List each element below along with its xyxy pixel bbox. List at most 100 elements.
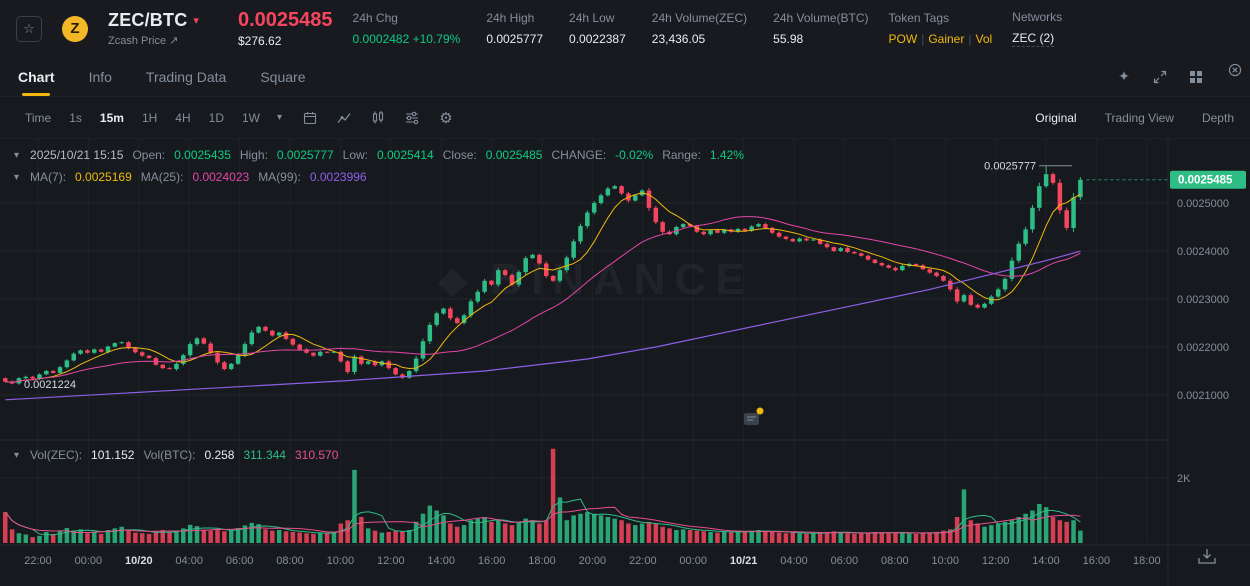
svg-text:0.0024000: 0.0024000 bbox=[1177, 246, 1229, 258]
field-value: 0.0024023 bbox=[192, 170, 250, 184]
svg-text:00:00: 00:00 bbox=[679, 555, 707, 567]
token-tag-link[interactable]: POW bbox=[888, 32, 918, 46]
grid-lines bbox=[0, 202, 1168, 479]
stat-label: 24h High bbox=[486, 11, 535, 25]
current-price-marker: 0.0025485 bbox=[1086, 170, 1246, 189]
chart-style-button[interactable] bbox=[334, 108, 354, 128]
tab-info[interactable]: Info bbox=[88, 68, 112, 85]
chart-region: ◆ BINANCE 0.0025485 0.0025777 0.0021224 0.0… bbox=[0, 139, 1250, 586]
interval-selector: Time 1s 15m 1H 4H 1D 1W bbox=[16, 107, 269, 129]
tab-chart[interactable]: Chart bbox=[18, 57, 55, 96]
interval-4h[interactable]: 4H bbox=[175, 110, 191, 125]
stat-label: 24h Low bbox=[569, 11, 615, 25]
zec-coin-letter: Z bbox=[70, 20, 80, 37]
token-tag-link[interactable]: Vol bbox=[975, 32, 993, 46]
chart-toolbar: Time 1s 15m 1H 4H 1D 1W ▾ bbox=[0, 97, 1250, 139]
chart-settings-button[interactable]: ⚙ bbox=[436, 108, 456, 128]
header-stat: 24h Volume(ZEC) 23,436.05 bbox=[652, 11, 747, 46]
collapse-caret-icon[interactable]: ▾ bbox=[14, 149, 20, 161]
pair-selector[interactable]: ZEC/BTC ▾ Zcash Price ↗ bbox=[108, 10, 218, 47]
axis-separators bbox=[0, 139, 1250, 586]
field-label: High: bbox=[239, 148, 268, 162]
svg-text:0.0023000: 0.0023000 bbox=[1177, 294, 1229, 306]
expand-button[interactable] bbox=[1150, 67, 1170, 87]
chart-canvas[interactable]: 0.0025485 0.0025777 0.0021224 0.0025000 0.00… bbox=[0, 139, 1250, 586]
field-label: CHANGE: bbox=[551, 148, 607, 162]
token-tag-link[interactable]: Gainer bbox=[928, 32, 965, 46]
interval-1s[interactable]: 1s bbox=[69, 110, 82, 125]
interval-dropdown-icon[interactable]: ▾ bbox=[276, 112, 283, 123]
header-stats: 24h Chg 0.0002482 +10.79% 24h High 0.002577… bbox=[353, 11, 869, 46]
event-marker-icon[interactable] bbox=[744, 407, 764, 426]
interval-1w[interactable]: 1W bbox=[241, 110, 260, 125]
pair-name: ZEC/BTC bbox=[108, 10, 188, 30]
effects-button[interactable]: ✦ bbox=[1114, 67, 1134, 87]
svg-text:12:00: 12:00 bbox=[982, 555, 1010, 567]
svg-text:18:00: 18:00 bbox=[528, 555, 556, 567]
pair-subtitle: Zcash Price bbox=[108, 34, 167, 47]
svg-text:14:00: 14:00 bbox=[1032, 555, 1060, 567]
price-axis: 0.0025000 0.0024000 0.0023000 0.0022000 0.00… bbox=[1177, 198, 1229, 485]
svg-text:22:00: 22:00 bbox=[24, 555, 52, 567]
svg-text:00:00: 00:00 bbox=[75, 555, 103, 567]
field-value: 0.0025777 bbox=[276, 148, 334, 162]
stat-value: 0.0002482 +10.79% bbox=[352, 32, 461, 46]
svg-text:0.0025777: 0.0025777 bbox=[984, 161, 1036, 173]
ma-lines bbox=[4, 192, 1081, 536]
field-label: MA(99): bbox=[258, 170, 301, 184]
collapse-caret-icon[interactable]: ▾ bbox=[14, 171, 20, 183]
view-trading-view[interactable]: Trading View bbox=[1104, 110, 1174, 125]
favorite-button[interactable]: ☆ bbox=[16, 15, 42, 42]
stat-value: 55.98 bbox=[773, 32, 804, 46]
field-label: Vol(ZEC): bbox=[30, 448, 83, 462]
tabbar-icons: ✦ bbox=[1114, 67, 1206, 87]
svg-text:14:00: 14:00 bbox=[427, 555, 455, 567]
interval-1d[interactable]: 1D bbox=[208, 110, 224, 125]
interval-time[interactable]: Time bbox=[25, 110, 52, 125]
interval-15m[interactable]: 15m bbox=[99, 110, 124, 125]
close-circle-icon bbox=[1228, 63, 1242, 77]
field-label: Low: bbox=[342, 148, 368, 162]
close-panel-button[interactable] bbox=[1225, 60, 1245, 80]
field-value: 0.0025435 bbox=[174, 148, 231, 162]
networks-value[interactable]: ZEC (2) bbox=[1012, 31, 1055, 47]
token-tags-values: POW | Gainer | Vol bbox=[889, 32, 993, 46]
field-value: 310.570 bbox=[294, 448, 339, 462]
svg-text:08:00: 08:00 bbox=[881, 555, 909, 567]
field-label: Vol(BTC): bbox=[143, 448, 196, 462]
tag-separator: | bbox=[921, 32, 925, 46]
tab-square[interactable]: Square bbox=[260, 68, 306, 85]
candle-style-button[interactable] bbox=[368, 108, 388, 128]
pair-subtitle-link[interactable]: Zcash Price ↗ bbox=[108, 34, 218, 48]
field-value: 0.0023996 bbox=[309, 170, 367, 184]
indicators-button[interactable] bbox=[402, 108, 422, 128]
field-value: -0.02% bbox=[615, 148, 654, 162]
svg-text:10:00: 10:00 bbox=[931, 555, 959, 567]
svg-text:10/21: 10/21 bbox=[730, 555, 758, 567]
svg-text:0.0025000: 0.0025000 bbox=[1177, 198, 1229, 210]
binance-watermark: ◆ BINANCE bbox=[438, 255, 754, 305]
collapse-caret-icon[interactable]: ▾ bbox=[14, 449, 20, 461]
token-tags-block: Token Tags POW | Gainer | Vol bbox=[889, 11, 993, 46]
stat-label: 24h Chg bbox=[352, 11, 398, 25]
binance-logo-icon: ◆ bbox=[438, 259, 477, 302]
main-tabbar: Chart Info Trading Data Square ✦ bbox=[0, 57, 1250, 97]
sparkle-icon: ✦ bbox=[1118, 68, 1130, 84]
svg-text:10/20: 10/20 bbox=[125, 555, 153, 567]
view-depth[interactable]: Depth bbox=[1201, 110, 1234, 125]
svg-text:0.0021224: 0.0021224 bbox=[24, 379, 76, 391]
svg-text:0.0025485: 0.0025485 bbox=[1178, 175, 1233, 187]
usd-price: $276.62 bbox=[238, 33, 282, 48]
download-chart-icon[interactable] bbox=[1198, 549, 1216, 564]
volume-info-row: ▾ Vol(ZEC): 101.152 Vol(BTC): 0.258 311.344 31… bbox=[14, 448, 338, 462]
svg-text:0.0022000: 0.0022000 bbox=[1177, 342, 1229, 354]
interval-1h[interactable]: 1H bbox=[141, 110, 158, 125]
field-label: MA(7): bbox=[30, 170, 67, 184]
field-label: Close: bbox=[442, 148, 477, 162]
layout-grid-button[interactable] bbox=[1186, 67, 1206, 87]
tab-trading-data[interactable]: Trading Data bbox=[145, 68, 227, 85]
svg-text:22:00: 22:00 bbox=[629, 555, 657, 567]
view-original[interactable]: Original bbox=[1035, 110, 1077, 125]
calendar-icon bbox=[303, 111, 317, 124]
date-range-button[interactable] bbox=[300, 108, 320, 128]
